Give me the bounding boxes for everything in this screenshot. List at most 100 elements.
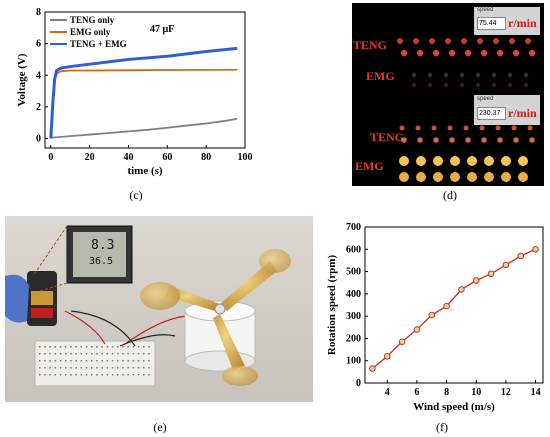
led-teng-bottom <box>481 137 487 143</box>
plot-frame-f <box>364 226 544 384</box>
led-emg-top <box>475 72 481 78</box>
led-teng-top <box>477 38 483 44</box>
led-teng-top <box>429 38 435 44</box>
data-point-f <box>502 261 510 269</box>
x-tick-label-c: 0 <box>48 152 53 163</box>
emg-label-top: EMG <box>366 69 395 83</box>
data-point-f <box>369 365 376 372</box>
led-teng-bottom <box>401 137 407 143</box>
leds-top <box>397 38 536 88</box>
teng-label-bottom: TENG <box>370 130 405 144</box>
x-tick-label-c: 60 <box>162 152 172 163</box>
led-emg-bottom <box>450 172 460 182</box>
data-point-f <box>487 270 495 278</box>
y-tick-label-f: 0 <box>356 378 361 389</box>
led-teng-bottom <box>511 125 517 131</box>
led-emg-bottom <box>518 172 528 182</box>
led-teng-top <box>445 38 451 44</box>
led-teng-bottom <box>433 137 439 143</box>
led-teng-bottom <box>399 125 405 131</box>
y-tick-label-f: 400 <box>346 289 361 300</box>
led-teng-bottom <box>527 125 533 131</box>
y-tick-label-f: 600 <box>346 244 361 255</box>
data-point-f <box>398 338 406 346</box>
series-line-c-1 <box>49 68 238 139</box>
x-tick-label-f: 10 <box>471 387 481 398</box>
y-tick-label-c: 6 <box>36 39 41 50</box>
x-tick-label-f: 8 <box>444 387 449 398</box>
led-teng-bottom <box>465 137 471 143</box>
x-tick-label-c: 40 <box>123 152 133 163</box>
handheld-anemometer <box>5 271 57 326</box>
y-tick-label-f: 700 <box>346 222 361 233</box>
y-tick-label-f: 500 <box>346 267 361 278</box>
top-speed-value: 75.44 <box>477 17 506 30</box>
series-line-c-0 <box>50 117 238 139</box>
led-teng-top <box>464 49 472 57</box>
bottom-speed-label: speed <box>477 96 494 102</box>
led-emg-top <box>459 82 465 88</box>
led-teng-top <box>400 49 408 57</box>
top-speed-label: speed <box>477 7 494 13</box>
x-tick-label-c: 20 <box>85 152 95 163</box>
photo-d-led-array: speed 75.44 r/min TENG EMG speed 230.37 … <box>352 3 544 186</box>
led-teng-top <box>413 38 419 44</box>
panel-label-d: (d) <box>443 188 457 202</box>
led-emg-bottom <box>433 156 443 166</box>
led-teng-bottom <box>529 137 535 143</box>
series-line-f <box>371 248 536 370</box>
data-point-f <box>443 302 450 310</box>
led-teng-bottom <box>479 125 485 131</box>
bottom-speed-box: speed 230.37 r/min <box>474 95 540 125</box>
led-teng-top <box>493 38 499 44</box>
led-emg-bottom <box>467 156 477 166</box>
led-teng-bottom <box>497 137 503 143</box>
data-point-f <box>413 326 421 333</box>
led-teng-bottom <box>415 125 421 131</box>
y-tick-label-c: 8 <box>36 7 41 18</box>
led-emg-top <box>411 82 417 88</box>
x-tick-label-f: 4 <box>385 387 390 398</box>
led-teng-top <box>461 38 467 44</box>
led-emg-top <box>459 72 465 78</box>
y-axis-label-f: Rotation speed (rpm) <box>326 255 338 356</box>
rotor-blades <box>140 249 291 386</box>
led-emg-top <box>491 82 497 88</box>
led-teng-bottom <box>431 125 437 131</box>
emg-label-bottom: EMG <box>355 159 384 173</box>
photo-e-setup: 8.3 36.5 <box>5 216 313 402</box>
data-point-f <box>383 352 391 360</box>
led-emg-top <box>475 82 481 88</box>
top-unit: r/min <box>508 16 537 30</box>
bottom-unit: r/min <box>508 106 537 120</box>
led-emg-top <box>491 72 497 78</box>
led-emg-bottom <box>501 156 511 166</box>
x-tick-label-f: 6 <box>414 387 419 398</box>
annotation-capacitance: 47 μF <box>150 24 174 35</box>
plot-frame-c <box>44 11 246 149</box>
chart-f: 4 6 8 10 12 14 0 100 200 300 400 500 600 700 Wind spee… <box>326 222 544 413</box>
y-tick-label-f: 300 <box>346 311 361 322</box>
top-speed-box: speed 75.44 r/min <box>474 7 540 35</box>
x-axis-label-c: time (s) <box>127 165 162 177</box>
led-teng-top <box>448 49 456 57</box>
led-teng-top <box>416 49 424 57</box>
x-tick-label-f: 12 <box>501 387 511 398</box>
led-teng-top <box>509 38 515 44</box>
led-teng-bottom <box>495 125 501 131</box>
y-tick-label-f: 100 <box>346 356 361 367</box>
data-point-f <box>532 245 539 253</box>
data-point-f <box>458 286 465 293</box>
led-teng-top <box>480 49 488 57</box>
breadboard <box>34 340 156 387</box>
meter-zoom-inset <box>32 225 133 292</box>
led-emg-bottom <box>484 172 494 182</box>
led-emg-top <box>427 72 433 78</box>
legend-label-c-2: TENG + EMG <box>70 39 127 49</box>
led-emg-top <box>523 82 529 88</box>
panel-label-f: (f) <box>436 420 448 434</box>
led-teng-bottom <box>463 125 469 131</box>
led-emg-bottom <box>484 156 494 166</box>
y-tick-label-c: 0 <box>36 134 41 145</box>
led-emg-bottom <box>433 172 443 182</box>
